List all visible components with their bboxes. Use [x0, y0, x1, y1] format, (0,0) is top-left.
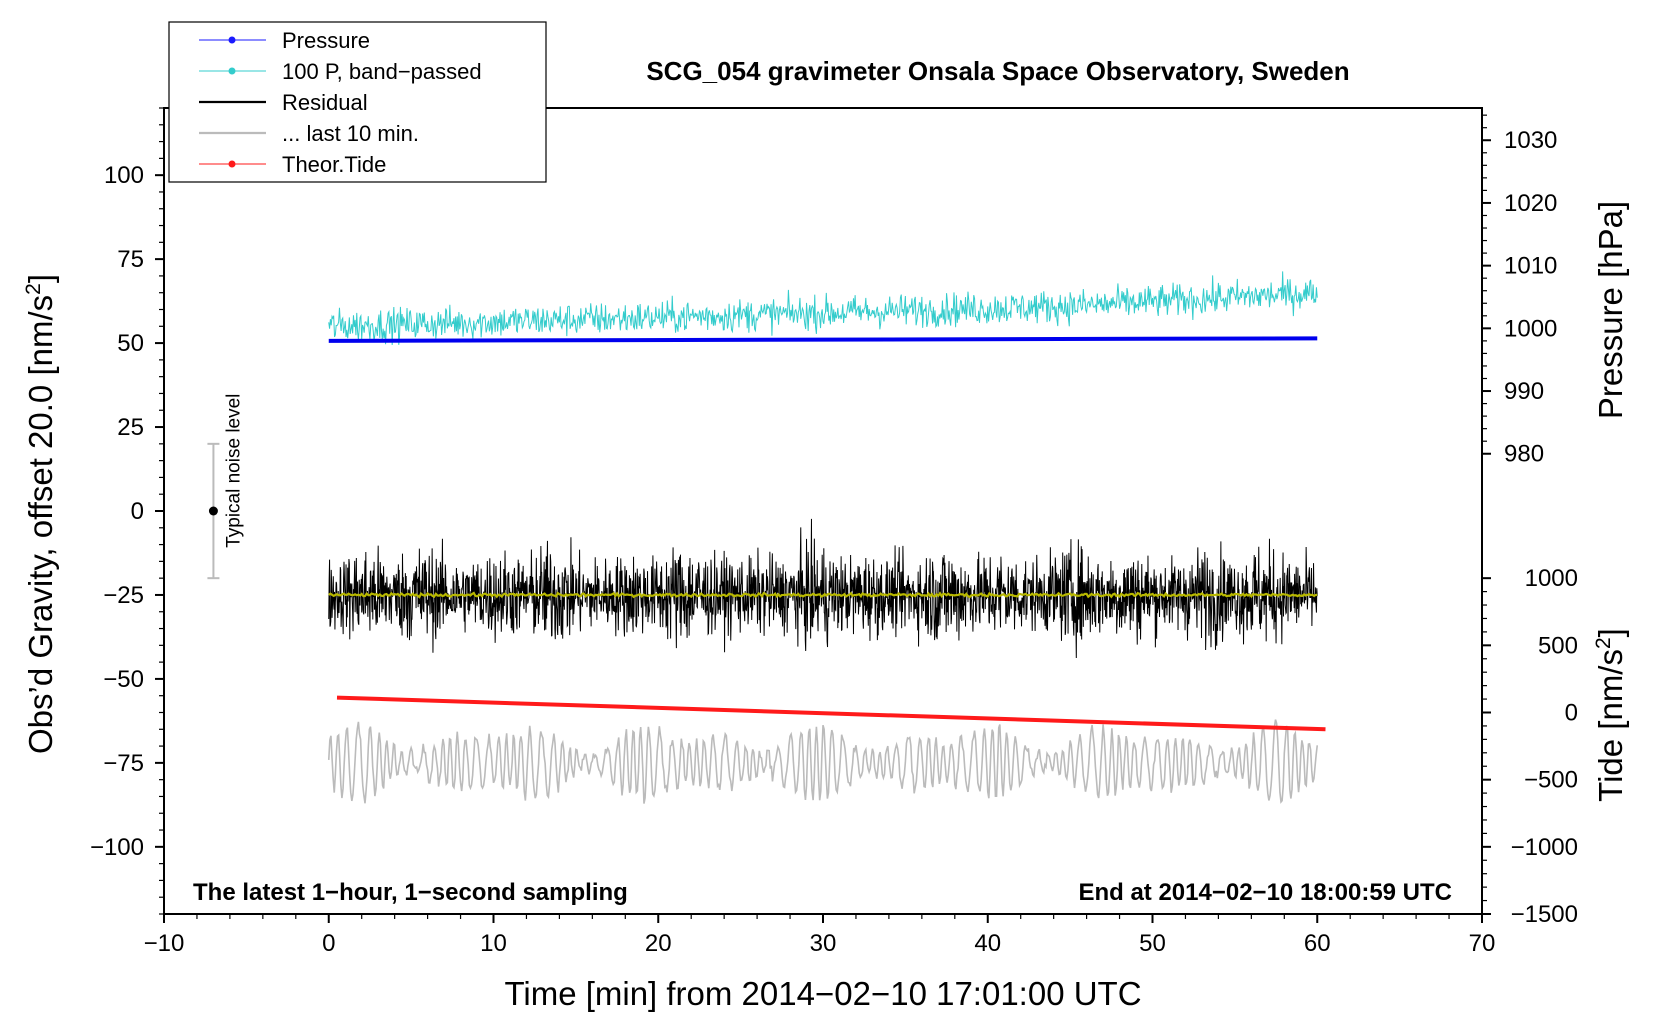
legend-item: Pressure [199, 28, 370, 53]
legend-label: Theor.Tide [282, 152, 386, 177]
x-tick-label: 30 [810, 930, 837, 957]
noise-indicator [207, 442, 220, 580]
pressure-tick-label: 1000 [1504, 315, 1557, 342]
legend-marker [228, 67, 236, 75]
y-left-tick-label: 100 [104, 162, 144, 189]
legend-label: Pressure [282, 28, 370, 53]
tide-tick-label: −500 [1524, 767, 1578, 794]
tide-tick-label: 500 [1538, 632, 1578, 659]
series-band-passed-pressure [328, 271, 1318, 345]
x-tick-label: 20 [645, 930, 672, 957]
x-tick-label: 70 [1469, 930, 1496, 957]
pressure-tick-label: 990 [1504, 378, 1544, 405]
y-left-tick-label: 25 [117, 414, 144, 441]
x-tick-label: 50 [1139, 930, 1166, 957]
y-axis-left-title-text: Obs’d Gravity, offset 20.0 [nm/s [22, 295, 59, 754]
noise-center-dot [208, 506, 218, 516]
tide-axis-title-tail: ] [1592, 628, 1629, 637]
legend-item: 100 P, band−passed [199, 59, 482, 84]
pressure-tick-label: 1010 [1504, 253, 1557, 280]
tide-axis-title-text: Tide [nm/s [1592, 649, 1629, 802]
pressure-tick-label: 980 [1504, 441, 1544, 468]
axis-ticks [155, 107, 1491, 923]
annotation-sampling: The latest 1−hour, 1−second sampling [193, 879, 628, 906]
legend-item: Theor.Tide [199, 152, 386, 177]
legend-label: Residual [282, 90, 368, 115]
pressure-tick-label: 1030 [1504, 127, 1557, 154]
legend: Pressure 100 P, band−passed Residual ... la… [168, 21, 547, 183]
data-series [327, 271, 1326, 804]
series-residual-smoothed [328, 591, 1318, 599]
y-left-tick-label: −25 [103, 582, 144, 609]
y-axis-left-title-sup: 2 [22, 283, 45, 295]
pressure-tick-label: 1020 [1504, 190, 1557, 217]
x-tick-label: 0 [322, 930, 335, 957]
legend-marker [228, 160, 236, 168]
legend-marker [228, 36, 236, 44]
y-axis-left-title: Obs’d Gravity, offset 20.0 [nm/s2] [22, 274, 59, 754]
noise-level-label: Typical noise level [223, 394, 244, 548]
legend-label: 100 P, band−passed [282, 59, 482, 84]
y-left-tick-label: 75 [117, 246, 144, 273]
legend-label: ... last 10 min. [282, 121, 419, 146]
x-tick-label: −10 [144, 930, 185, 957]
y-left-tick-label: −75 [103, 750, 144, 777]
x-tick-label: 10 [480, 930, 507, 957]
series-last-10-min [327, 719, 1319, 804]
tide-tick-label: −1000 [1511, 834, 1578, 861]
x-tick-label: 60 [1304, 930, 1331, 957]
series-theoretical-tide [336, 695, 1326, 732]
pressure-axis-title: Pressure [hPa] [1592, 201, 1629, 419]
legend-item: ... last 10 min. [199, 121, 419, 146]
series-pressure [328, 336, 1318, 343]
tick-labels: −10 0 10 20 30 40 50 60 70−100−75−50−25025507510… [90, 127, 1578, 957]
y-axis-left-title-tail: ] [22, 274, 59, 283]
chart-title: SCG_054 gravimeter Onsala Space Observat… [646, 56, 1349, 86]
y-left-tick-label: −50 [103, 666, 144, 693]
tide-axis-title: Tide [nm/s2] [1592, 628, 1629, 802]
tide-axis-title-sup: 2 [1592, 637, 1615, 649]
y-left-tick-label: 50 [117, 330, 144, 357]
tide-tick-label: 1000 [1525, 565, 1578, 592]
y-left-tick-label: 0 [131, 498, 144, 525]
legend-item: Residual [199, 90, 368, 115]
tide-tick-label: 0 [1565, 700, 1578, 727]
y-left-tick-label: −100 [90, 834, 144, 861]
annotation-end-time: End at 2014−02−10 18:00:59 UTC [1078, 879, 1452, 906]
tide-tick-label: −1500 [1511, 901, 1578, 928]
x-axis-title: Time [min] from 2014−02−10 17:01:00 UTC [504, 975, 1141, 1012]
x-tick-label: 40 [974, 930, 1001, 957]
